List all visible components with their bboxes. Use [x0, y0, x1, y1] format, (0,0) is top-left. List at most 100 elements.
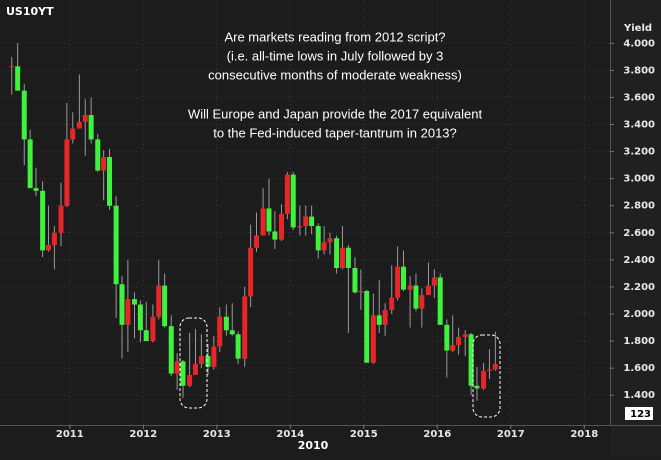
candle-body	[382, 309, 388, 325]
annotation-line: Will Europe and Japan provide the 2017 e…	[188, 106, 483, 121]
candle-body	[272, 231, 278, 240]
candle-body	[413, 285, 419, 309]
candle-body	[82, 115, 88, 122]
candle-body	[187, 374, 193, 386]
x-tick-label: 2012	[129, 429, 157, 440]
x-tick-label: 2018	[570, 429, 598, 440]
candle-body	[389, 297, 395, 310]
candles	[9, 43, 498, 401]
candle-body	[431, 277, 437, 286]
candle-body	[486, 369, 492, 371]
candle-body	[88, 115, 94, 140]
candle-body	[248, 247, 254, 297]
candle-body	[107, 157, 113, 206]
y-tick-label: 4.000	[623, 38, 655, 49]
candle-body	[21, 90, 27, 140]
candle-body	[474, 385, 480, 389]
candle-body	[223, 316, 229, 331]
candle-body	[468, 334, 474, 386]
candle-body	[70, 128, 76, 140]
candle-body	[125, 299, 131, 325]
y-tick-label: 2.400	[623, 255, 655, 266]
candle-body	[492, 364, 498, 370]
candle-body	[192, 364, 198, 375]
candle-body	[174, 361, 180, 374]
candle-body	[334, 238, 340, 268]
current-label: 123	[630, 409, 651, 420]
candle-body	[242, 296, 248, 359]
y-tick-label: 3.800	[623, 65, 655, 76]
candle-body	[162, 285, 168, 327]
y-axis-panel	[611, 0, 661, 456]
x-tick-label: 2013	[203, 429, 231, 440]
candle-body	[229, 330, 235, 335]
candle-body	[137, 304, 143, 331]
y-tick-label: 3.000	[623, 174, 655, 185]
candle-body	[27, 139, 33, 189]
candle-body	[395, 266, 401, 298]
candle-body	[266, 208, 272, 232]
candle-body	[15, 66, 21, 91]
candle-body	[303, 216, 309, 227]
candle-body	[46, 244, 52, 251]
x-tick-label: 2016	[423, 429, 451, 440]
candle-body	[481, 370, 487, 389]
candle-body	[437, 277, 443, 325]
annotation-line: Are markets reading from 2012 script?	[224, 29, 445, 44]
candle-body	[143, 330, 149, 342]
candle-body	[419, 295, 425, 309]
y-tick-label: 2.200	[623, 282, 655, 293]
candle-body	[358, 291, 364, 293]
candle-body	[217, 316, 223, 347]
candle-body	[352, 267, 358, 293]
x-tick-label: 2011	[56, 429, 84, 440]
y-tick-label: 2.600	[623, 228, 655, 239]
candle-body	[456, 337, 462, 346]
grid	[0, 0, 614, 429]
candle-body	[51, 232, 57, 245]
candle-body	[327, 238, 333, 243]
y-tick-label: 3.400	[623, 120, 655, 131]
candle-body	[450, 345, 456, 351]
y-tick-label: 1.600	[623, 363, 655, 374]
candle-body	[444, 324, 450, 351]
candle-body	[198, 355, 204, 365]
annotation-line: to the Fed-induced taper-tantrum in 2013…	[213, 125, 457, 140]
current-label-box	[625, 407, 653, 420]
x-tick-label: 2014	[276, 429, 304, 440]
candle-body	[290, 174, 296, 228]
candle-body	[156, 285, 162, 317]
annotation-line: consecutive months of moderate weakness)	[208, 67, 462, 82]
y-tick-label: 3.200	[623, 147, 655, 158]
candle-body	[400, 266, 406, 290]
candle-body	[58, 205, 64, 233]
candle-body	[119, 284, 125, 325]
y-axis-title: Yield	[623, 23, 652, 34]
candle-body	[407, 285, 413, 290]
candle-body	[370, 315, 376, 363]
y-tick-label: 2.800	[623, 201, 655, 212]
candle-body	[168, 326, 174, 374]
candle-body	[309, 216, 315, 227]
annotation-line: (i.e. all-time lows in July followed by …	[227, 48, 444, 63]
annotation: Are markets reading from 2012 script? (i.…	[188, 29, 483, 140]
highlight-2016	[472, 334, 501, 418]
candle-body	[321, 242, 327, 251]
symbol: US10YT	[6, 5, 54, 18]
candle-body	[297, 226, 303, 228]
y-tick-label: 3.600	[623, 92, 655, 103]
candle-body	[113, 205, 119, 285]
y-tick-label: 1.400	[623, 390, 655, 401]
candle-body	[345, 247, 351, 268]
x-tick-label: 2017	[497, 429, 525, 440]
candle-body	[284, 174, 290, 214]
candle-body	[339, 247, 345, 268]
y-tick-label: 1.800	[623, 336, 655, 347]
candle-body	[76, 121, 82, 129]
candle-body	[260, 208, 266, 236]
candle-body	[278, 213, 284, 240]
candle-body	[33, 188, 39, 191]
